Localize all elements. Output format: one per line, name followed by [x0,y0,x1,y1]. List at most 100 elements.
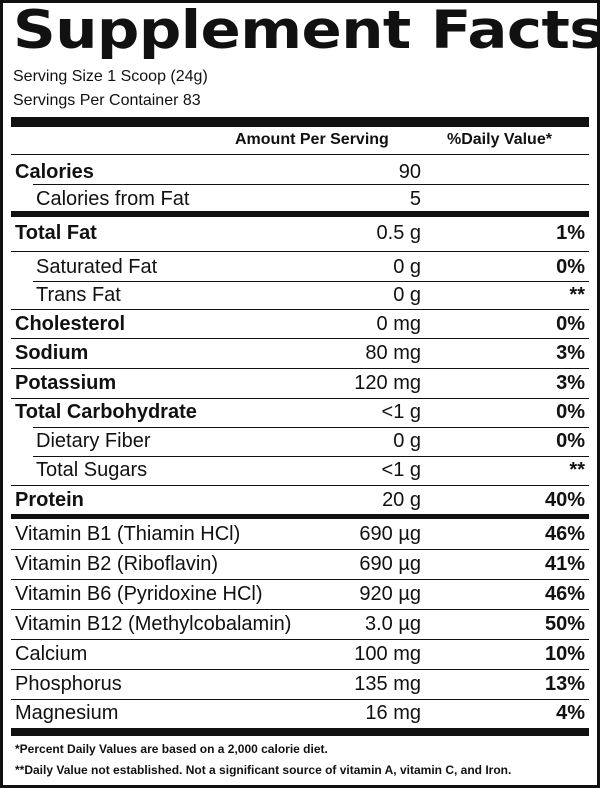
nutrient-amount: 0.5 g [376,222,421,244]
nutrient-name: Dietary Fiber [36,430,151,452]
amount-per-serving-header: Amount Per Serving [235,131,389,148]
nutrient-dv: ** [569,459,585,481]
row-divider [11,579,589,580]
nutrient-row-vitamin-b6: Vitamin B6 (Pyridoxine HCl) 920 µg 46% [11,580,589,608]
nutrient-dv: 0% [556,401,585,423]
nutrient-name: Calories [15,161,94,183]
row-divider [33,456,589,457]
nutrient-row-phosphorus: Phosphorus 135 mg 13% [11,670,589,698]
nutrient-amount: <1 g [381,401,421,423]
nutrient-name: Total Fat [15,222,97,244]
nutrient-amount: 5 [409,188,421,210]
nutrient-dv: 0% [556,430,585,452]
nutrient-row-total-sugars: Total Sugars <1 g ** [11,456,589,484]
row-divider [33,281,589,282]
nutrient-amount: 20 g [382,489,421,511]
row-divider [11,609,589,610]
nutrient-dv: 50% [544,613,585,635]
nutrient-amount: 3.0 µg [364,613,421,635]
footnote-not-established: **Daily Value not established. Not a sig… [15,763,512,777]
nutrient-row-calories-from-fat: Calories from Fat 5 [11,185,589,213]
nutrient-row-protein: Protein 20 g 40% [11,486,589,514]
nutrient-name: Potassium [15,372,117,394]
thick-divider [11,117,589,127]
nutrient-name: Vitamin B12 (Methylcobalamin) [15,613,292,635]
nutrient-row-vitamin-b12: Vitamin B12 (Methylcobalamin) 3.0 µg 50% [11,610,589,638]
row-divider [33,427,589,428]
nutrient-row-dietary-fiber: Dietary Fiber 0 g 0% [11,427,589,455]
servings-per-container: Servings Per Container 83 [13,92,201,109]
row-divider [11,338,589,339]
row-divider [11,368,589,369]
nutrient-name: Trans Fat [36,284,121,306]
row-divider [33,184,589,185]
nutrient-dv: ** [569,284,585,306]
row-divider [11,639,589,640]
nutrient-name: Total Sugars [36,459,148,481]
nutrient-dv: 3% [556,372,585,394]
row-divider [11,309,589,310]
nutrient-amount: 0 g [393,284,421,306]
nutrient-name: Sodium [15,342,89,364]
row-divider [11,669,589,670]
panel-title: Supplement Facts [13,0,600,61]
nutrient-name: Vitamin B6 (Pyridoxine HCl) [15,583,263,605]
nutrient-dv: 0% [556,256,585,278]
nutrient-dv: 4% [556,702,585,724]
nutrient-amount: 120 mg [354,372,421,394]
nutrient-row-saturated-fat: Saturated Fat 0 g 0% [11,253,589,281]
nutrient-dv: 46% [544,523,585,545]
nutrient-name: Protein [15,489,84,511]
nutrient-row-vitamin-b2: Vitamin B2 (Riboflavin) 690 µg 41% [11,550,589,578]
nutrient-name: Vitamin B2 (Riboflavin) [15,553,219,575]
row-divider [11,398,589,399]
nutrient-row-trans-fat: Trans Fat 0 g ** [11,281,589,309]
nutrient-row-potassium: Potassium 120 mg 3% [11,369,589,397]
nutrient-dv: 10% [544,643,585,665]
nutrient-amount: <1 g [381,459,421,481]
nutrient-amount: 690 µg [359,553,421,575]
daily-value-header: %Daily Value* [447,131,552,148]
footnote-daily-values: *Percent Daily Values are based on a 2,0… [15,742,328,756]
nutrient-dv: 13% [544,673,585,695]
nutrient-name: Vitamin B1 (Thiamin HCl) [15,523,241,545]
nutrient-name: Saturated Fat [36,256,158,278]
nutrient-dv: 41% [544,553,585,575]
nutrient-dv: 40% [544,489,585,511]
nutrient-amount: 920 µg [359,583,421,605]
nutrient-name: Calcium [15,643,88,665]
nutrient-row-sodium: Sodium 80 mg 3% [11,339,589,367]
thick-divider [11,211,589,217]
nutrient-name: Phosphorus [15,673,122,695]
thick-divider [11,514,589,519]
nutrient-row-total-fat: Total Fat 0.5 g 1% [11,219,589,247]
nutrient-row-calcium: Calcium 100 mg 10% [11,640,589,668]
nutrient-amount: 0 mg [376,313,421,335]
row-divider [11,251,589,252]
row-divider [11,549,589,550]
nutrient-name: Cholesterol [15,313,126,335]
nutrient-row-calories: Calories 90 [11,158,589,186]
nutrient-row-total-carbohydrate: Total Carbohydrate <1 g 0% [11,398,589,426]
header-divider [11,154,589,155]
nutrient-amount: 16 mg [365,702,421,724]
nutrient-dv: 46% [544,583,585,605]
nutrient-name: Total Carbohydrate [15,401,197,423]
nutrient-amount: 690 µg [359,523,421,545]
nutrient-amount: 0 g [393,256,421,278]
nutrient-row-cholesterol: Cholesterol 0 mg 0% [11,310,589,338]
serving-size: Serving Size 1 Scoop (24g) [13,68,208,85]
nutrient-amount: 135 mg [354,673,421,695]
nutrient-dv: 3% [556,342,585,364]
row-divider [11,699,589,700]
thick-divider [11,728,589,736]
nutrient-name: Magnesium [15,702,119,724]
nutrient-amount: 0 g [393,430,421,452]
nutrient-amount: 90 [398,161,421,183]
nutrient-row-magnesium: Magnesium 16 mg 4% [11,699,589,727]
nutrient-row-vitamin-b1: Vitamin B1 (Thiamin HCl) 690 µg 46% [11,520,589,548]
nutrient-amount: 80 mg [365,342,421,364]
nutrient-amount: 100 mg [354,643,421,665]
nutrient-dv: 0% [556,313,585,335]
